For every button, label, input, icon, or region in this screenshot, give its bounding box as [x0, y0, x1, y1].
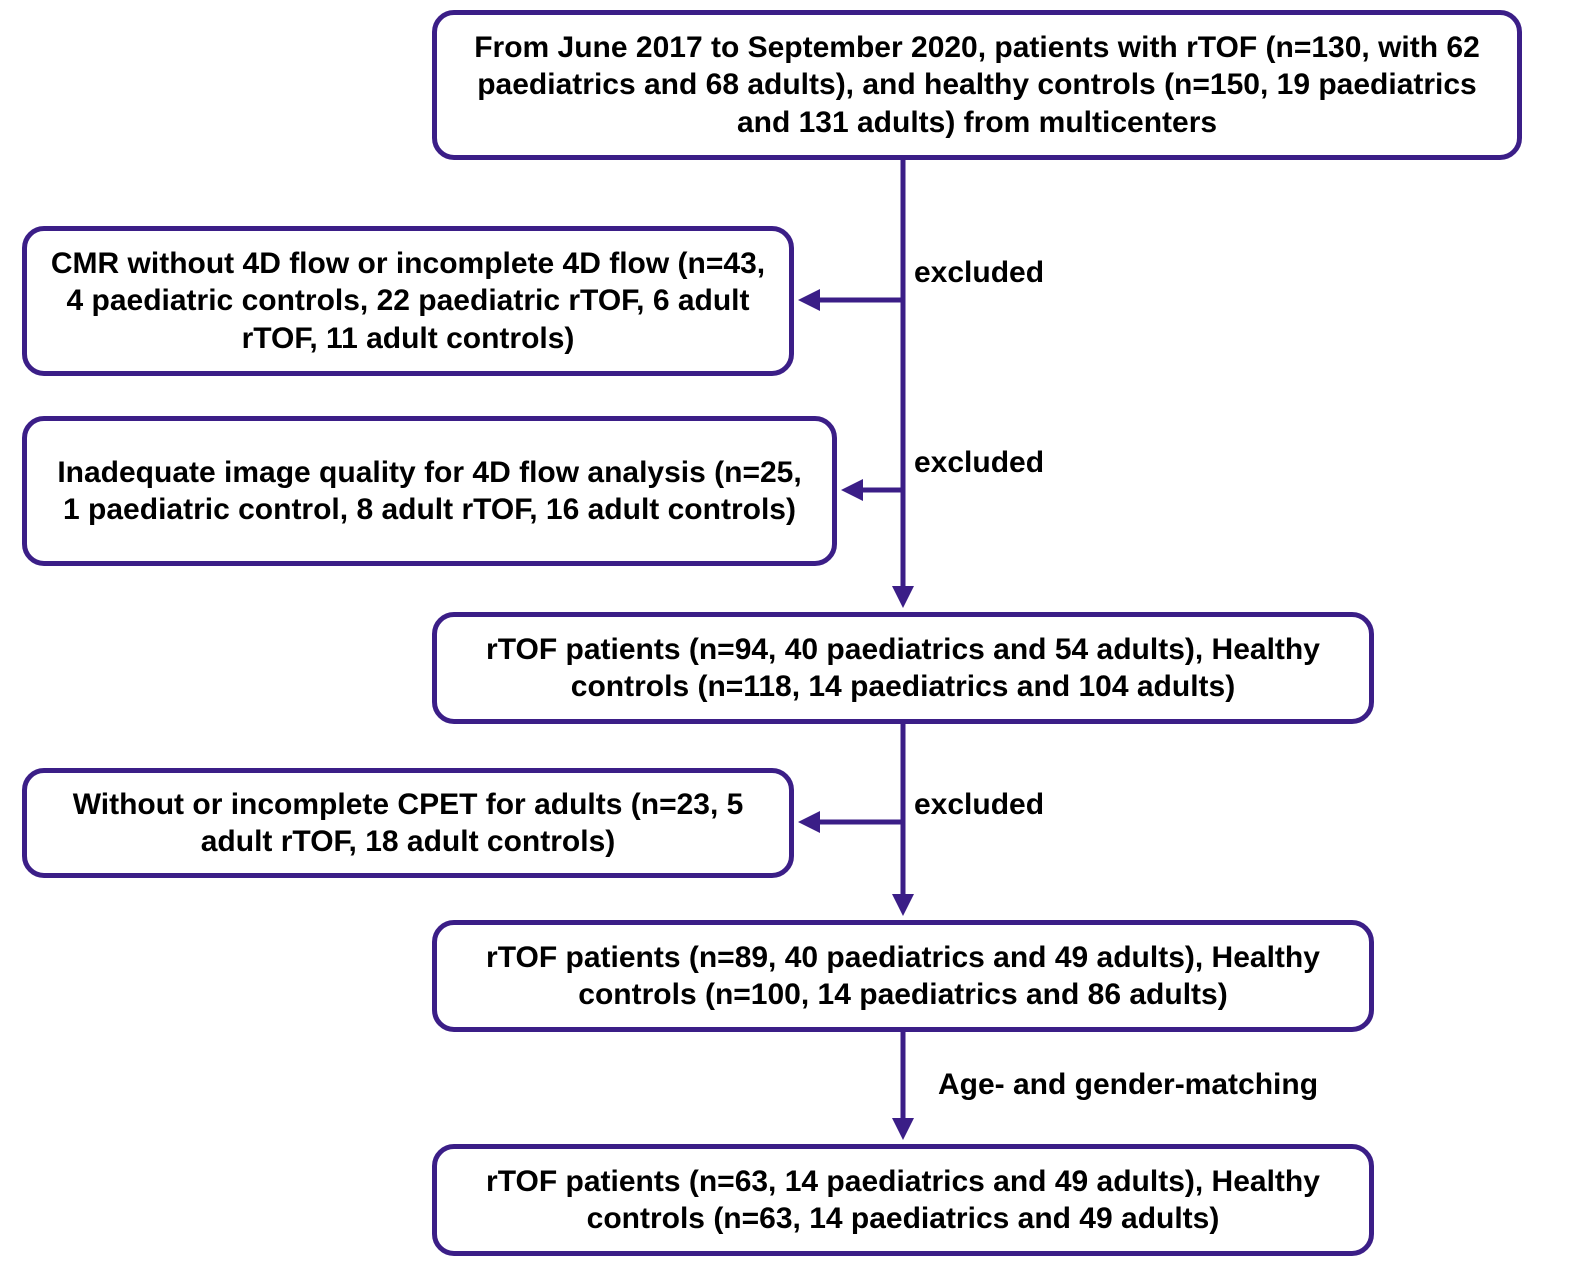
edge-label-l1: excluded — [914, 256, 1044, 290]
edge-label-l2: excluded — [914, 446, 1044, 480]
flowchart-node-n5: Without or incomplete CPET for adults (n… — [22, 768, 794, 878]
label-text: excluded — [914, 446, 1044, 479]
flowchart-arrow — [892, 724, 914, 916]
flowchart-arrow — [798, 289, 903, 311]
edge-label-l4: Age- and gender-matching — [938, 1068, 1318, 1102]
label-text: excluded — [914, 788, 1044, 821]
flowchart-node-n3: Inadequate image quality for 4D flow ana… — [22, 416, 837, 566]
node-text: CMR without 4D flow or incomplete 4D flo… — [49, 245, 767, 358]
flowchart-arrow — [892, 160, 914, 608]
flowchart-node-n6: rTOF patients (n=89, 40 paediatrics and … — [432, 920, 1374, 1032]
node-text: rTOF patients (n=63, 14 paediatrics and … — [459, 1163, 1347, 1238]
node-text: Inadequate image quality for 4D flow ana… — [49, 454, 810, 529]
flowchart-arrow — [798, 811, 903, 833]
flowchart-arrow — [841, 479, 903, 501]
flowchart-arrow — [892, 1032, 914, 1140]
label-text: Age- and gender-matching — [938, 1068, 1318, 1101]
flowchart-node-n7: rTOF patients (n=63, 14 paediatrics and … — [432, 1144, 1374, 1256]
flowchart-node-n2: CMR without 4D flow or incomplete 4D flo… — [22, 226, 794, 376]
label-text: excluded — [914, 256, 1044, 289]
node-text: Without or incomplete CPET for adults (n… — [57, 786, 759, 861]
flowchart-node-n1: From June 2017 to September 2020, patien… — [432, 10, 1522, 160]
node-text: From June 2017 to September 2020, patien… — [457, 29, 1497, 142]
node-text: rTOF patients (n=89, 40 paediatrics and … — [459, 939, 1347, 1014]
node-text: rTOF patients (n=94, 40 paediatrics and … — [459, 631, 1347, 706]
flowchart-node-n4: rTOF patients (n=94, 40 paediatrics and … — [432, 612, 1374, 724]
edge-label-l3: excluded — [914, 788, 1044, 822]
